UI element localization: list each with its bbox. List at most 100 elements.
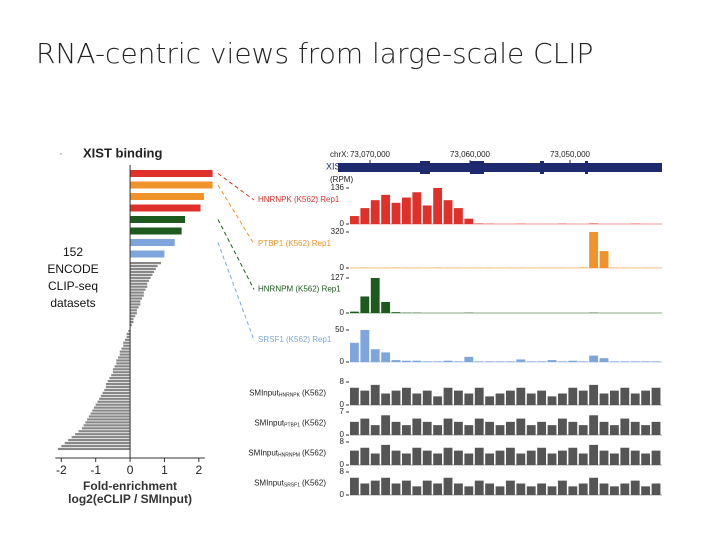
track-label-name: SMInput <box>248 449 279 458</box>
signal-bar <box>516 418 526 435</box>
bar <box>130 262 161 265</box>
signal-bar <box>433 483 443 495</box>
signal-bar <box>610 486 619 495</box>
signal-bar <box>412 393 422 405</box>
signal-bar <box>422 421 432 435</box>
signal-bar <box>651 483 661 495</box>
signal-bar <box>422 390 432 405</box>
signal-bar <box>578 267 588 268</box>
y-tick-label: 7 <box>340 407 345 416</box>
signal-bar <box>350 477 359 495</box>
bar <box>119 350 131 353</box>
signal-bar <box>506 447 515 465</box>
track-label-suffix: (K562) <box>302 419 326 428</box>
x-tick-label: 73,050,000 <box>550 150 591 159</box>
signal-bar <box>630 421 640 435</box>
bar <box>75 433 131 436</box>
track-label: SMInputPTBP1 (K562) <box>254 419 326 429</box>
bar <box>111 374 131 377</box>
signal-bar <box>578 390 588 405</box>
bar <box>118 356 131 359</box>
track-label-sub: PTBP1 <box>284 423 300 429</box>
y-tick-label: 320 <box>331 227 345 236</box>
bar <box>116 362 131 365</box>
signal-bar <box>526 450 536 465</box>
signal-bar <box>381 301 391 313</box>
bar <box>97 400 131 403</box>
signal-bar <box>360 418 370 435</box>
signal-bar <box>485 453 495 465</box>
signal-bar <box>474 387 484 405</box>
chrom-label: chrX: <box>330 150 349 159</box>
track-label-suffix: (K562) <box>302 449 326 458</box>
y-tick-label: 0 <box>340 430 345 439</box>
connector <box>217 184 255 245</box>
signal-bar <box>412 447 422 465</box>
signal-bar <box>433 425 443 435</box>
bar <box>130 303 141 306</box>
x-tick-label: 73,070,000 <box>350 150 391 159</box>
signal-bar <box>391 483 401 495</box>
signal-bar <box>641 390 651 405</box>
signal-bar <box>589 232 599 268</box>
signal-bar <box>495 486 505 495</box>
bar <box>116 359 131 362</box>
bar <box>126 332 131 335</box>
bar <box>130 170 213 177</box>
signal-bar <box>568 447 578 465</box>
track-label: HNRNPM (K562) Rep1 <box>258 285 341 294</box>
signal-bar <box>370 278 380 313</box>
signal-bar <box>433 361 443 362</box>
signal-bar <box>412 418 422 435</box>
gene-label: XIST <box>326 161 347 171</box>
signal-bar <box>474 361 484 362</box>
bar <box>90 412 131 415</box>
signal-bar <box>443 447 453 465</box>
signal-bar <box>599 358 609 362</box>
signal-bar <box>381 444 391 465</box>
signal-bar <box>651 450 661 465</box>
signal-bar <box>370 200 380 224</box>
track-label: PTBP1 (K562) Rep1 <box>258 239 331 248</box>
signal-bar <box>391 421 401 435</box>
signal-bar <box>589 355 599 362</box>
y-tick-label: 0 <box>340 460 345 469</box>
track-label-suffix: (K562) <box>302 389 326 398</box>
bar <box>130 282 148 285</box>
signal-bar <box>381 194 391 224</box>
signal-bar <box>412 192 422 224</box>
signal-bar <box>464 425 474 435</box>
signal-bar <box>495 450 505 465</box>
bar <box>83 424 131 427</box>
bar <box>130 239 175 246</box>
bar <box>130 318 134 321</box>
side-label-line: 152 <box>63 245 83 259</box>
signal-bar <box>495 361 505 362</box>
bar <box>106 382 131 386</box>
x-axis-label: Fold-enrichment <box>83 479 177 493</box>
signal-bar <box>506 480 515 495</box>
signal-bar <box>474 447 484 465</box>
signal-bar <box>537 447 547 465</box>
bar <box>81 427 131 430</box>
signal-bar <box>464 486 474 495</box>
signal-bar <box>568 360 578 362</box>
bar <box>124 338 131 341</box>
exon <box>420 161 430 174</box>
signal-bar <box>443 360 453 362</box>
signal-bar <box>402 480 411 495</box>
signal-bar <box>350 421 359 435</box>
signal-bar <box>412 360 422 362</box>
signal-bar <box>547 360 557 362</box>
signal-bar <box>516 453 526 465</box>
bar <box>123 344 131 347</box>
signal-bar <box>526 393 536 405</box>
bar <box>68 439 131 442</box>
signal-bar <box>589 477 599 495</box>
signal-bar <box>630 361 640 362</box>
exon <box>585 161 588 174</box>
signal-bar <box>537 483 547 495</box>
bar <box>112 368 131 371</box>
signal-bar <box>558 393 567 405</box>
